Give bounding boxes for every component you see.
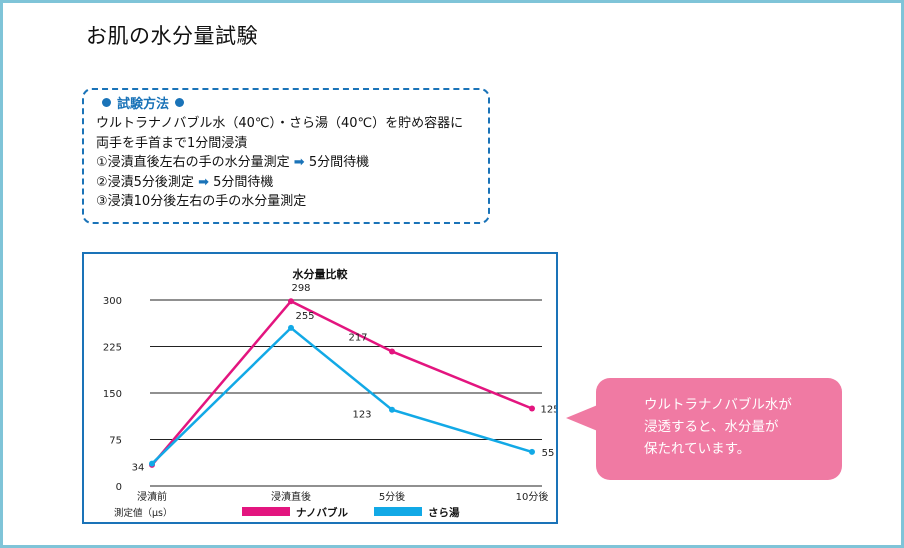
page-title: お肌の水分量試験 <box>86 24 258 48</box>
method-step: ③浸漬10分後左右の手の水分量測定 <box>96 192 488 212</box>
data-point <box>529 405 535 412</box>
series-line-nanobubble <box>151 299 533 466</box>
method-line: ウルトラナノバブル水（40℃）・さら湯（40℃）を貯め容器に <box>96 116 464 131</box>
callout-line: ウルトラナノバブル水が <box>644 397 792 413</box>
test-method-heading-text: 試験方法 <box>117 97 170 112</box>
data-label: 298 <box>291 283 310 294</box>
x-tick-label: 浸漬直後 <box>271 490 311 503</box>
callout-text: ウルトラナノバブル水が 浸透すると、水分量が 保たれています。 <box>644 394 824 460</box>
data-point <box>149 460 155 467</box>
y-tick-label: 225 <box>103 343 122 354</box>
data-point <box>288 324 294 331</box>
method-step-text: ③浸漬10分後左右の手の水分量測定 <box>96 194 307 209</box>
y-tick-label: 150 <box>103 389 122 400</box>
callout-tail <box>566 404 600 432</box>
x-tick-label: 5分後 <box>379 490 405 503</box>
data-point <box>529 448 535 455</box>
data-label: 123 <box>352 410 371 421</box>
x-tick-label: 10分後 <box>516 490 549 503</box>
legend-swatch <box>374 507 422 516</box>
data-label: 255 <box>295 311 314 322</box>
callout-line: 保たれています。 <box>644 441 751 457</box>
data-point <box>389 348 395 355</box>
bullet-dot-icon <box>175 98 185 107</box>
legend-label: さら湯 <box>428 506 460 519</box>
legend-swatch <box>242 507 290 516</box>
data-label: 217 <box>348 332 367 343</box>
legend-label: ナノバブル <box>296 506 348 519</box>
y-tick-label: 300 <box>103 296 122 307</box>
method-step-text: ②浸漬5分後測定 <box>96 174 194 190</box>
callout-line: 浸透すると、水分量が <box>644 419 779 435</box>
data-point <box>288 298 294 305</box>
y-tick-label: 0 <box>116 482 122 493</box>
method-line: 両手を手首まで1分間浸漬 <box>96 135 248 151</box>
data-point <box>389 406 395 413</box>
data-label: 125 <box>540 405 556 416</box>
method-step-next: 5分間待機 <box>308 155 370 170</box>
arrow-right-icon: ➡ <box>198 174 209 190</box>
y-tick-label: 75 <box>109 436 122 447</box>
series-line-plain-water <box>151 326 533 465</box>
test-method-heading: 試験方法 <box>96 96 488 114</box>
x-tick-label: 浸漬前 <box>137 490 167 503</box>
test-method-box: 試験方法 ウルトラナノバブル水（40℃）・さら湯（40℃）を貯め容器に 両手を手… <box>82 88 490 224</box>
method-step: ②浸漬5分後測定 ➡ 5分間待機 <box>96 173 488 193</box>
arrow-right-icon: ➡ <box>293 155 305 170</box>
method-step: ①浸漬直後左右の手の水分量測定 ➡ 5分間待機 <box>96 153 488 173</box>
data-label: 34 <box>132 463 145 474</box>
chart-title: 水分量比較 <box>293 267 349 281</box>
bullet-dot-icon <box>102 98 111 107</box>
method-step-text: ①浸漬直後左右の手の水分量測定 <box>96 155 290 170</box>
method-step-next: 5分間待機 <box>213 174 274 190</box>
result-callout: ウルトラナノバブル水が 浸透すると、水分量が 保たれています。 <box>596 378 842 480</box>
x-axis-label: 測定値（μs） <box>114 507 173 519</box>
data-label: 55 <box>542 448 555 459</box>
moisture-chart-panel: 水分量比較 0 75 150 225 300 浸漬前 浸漬直後 5分後 10分後測定値（μs） 29… <box>82 252 558 524</box>
